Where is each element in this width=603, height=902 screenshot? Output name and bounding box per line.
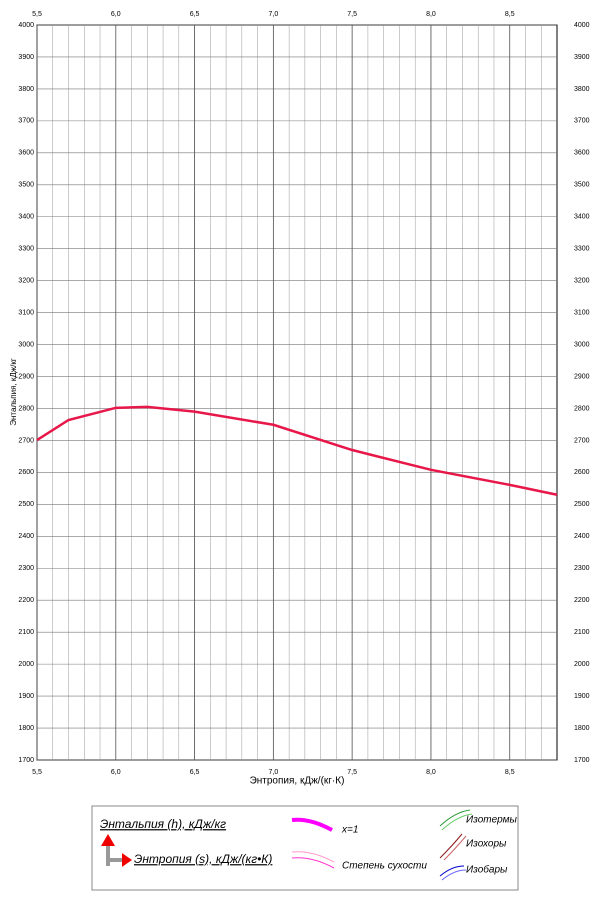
legend-swatch (291, 851, 335, 863)
legend-swatch (439, 809, 471, 827)
y-tick-label: 3400 (18, 214, 34, 221)
legend-swatch (291, 817, 333, 832)
y-tick-label-right: 2800 (574, 405, 590, 412)
x-tick-label: 7,5 (347, 769, 357, 776)
y-tick-label-right: 3200 (574, 277, 590, 284)
y-tick-label: 1700 (18, 757, 34, 764)
x-tick-label: 6,5 (190, 769, 200, 776)
y-axis-label: Энтальпия, кДж/кг (9, 358, 18, 426)
y-tick-label: 4000 (18, 22, 34, 29)
y-tick-label-right: 2500 (574, 501, 590, 508)
y-tick-label-right: 3400 (574, 214, 590, 221)
y-tick-label-right: 2000 (574, 661, 590, 668)
x-tick-label-top: 8,5 (505, 11, 515, 18)
legend-label: Изохоры (466, 839, 507, 850)
x-tick-label: 6,0 (111, 769, 121, 776)
legend-swatch (439, 865, 465, 877)
x-tick-label: 8,5 (505, 769, 515, 776)
y-tick-label: 2400 (18, 533, 34, 540)
y-tick-label-right: 1700 (574, 757, 590, 764)
x-tick-label-top: 5,5 (32, 11, 42, 18)
plot-area (36, 24, 558, 761)
x-axis-label: Энтропия, кДж/(кг·К) (250, 776, 345, 787)
legend-label: Энтальпия (h), кДж/кг (100, 817, 226, 831)
y-tick-label-right: 1800 (574, 725, 590, 732)
y-tick-label: 3200 (18, 277, 34, 284)
y-tick-label: 3700 (18, 118, 34, 125)
y-tick-label: 3800 (18, 86, 34, 93)
y-tick-label-right: 3100 (574, 309, 590, 316)
y-tick-label: 2700 (18, 437, 34, 444)
legend-swatch (441, 813, 473, 831)
legend-label: Изобары (466, 864, 508, 876)
x-tick-label-top: 8,0 (426, 11, 436, 18)
y-tick-label-right: 2400 (574, 533, 590, 540)
y-tick-label-right: 3700 (574, 118, 590, 125)
legend-label: Энтропия (s), кДж/(кг•К) (134, 852, 272, 866)
y-tick-label-right: 3000 (574, 341, 590, 348)
x-tick-label-top: 7,0 (268, 11, 278, 18)
legend-swatch (291, 857, 335, 869)
legend-label: x=1 (341, 825, 358, 836)
y-tick-label: 2800 (18, 405, 34, 412)
arrow-head (122, 853, 132, 867)
y-tick-label: 2500 (18, 501, 34, 508)
y-tick-label: 2300 (18, 565, 34, 572)
y-tick-label: 2900 (18, 373, 34, 380)
y-tick-label-right: 2100 (574, 629, 590, 636)
y-tick-label: 3000 (18, 341, 34, 348)
y-tick-label: 1800 (18, 725, 34, 732)
y-tick-label: 1900 (18, 693, 34, 700)
y-tick-label-right: 2200 (574, 597, 590, 604)
y-tick-label-right: 3600 (574, 150, 590, 157)
y-tick-label-right: 3300 (574, 246, 590, 253)
legend-label: Степень сухости (342, 861, 427, 872)
x-tick-label: 8,0 (426, 769, 436, 776)
y-tick-label-right: 2900 (574, 373, 590, 380)
y-tick-label: 3900 (18, 54, 34, 61)
legend-swatch (441, 869, 467, 881)
y-tick-label: 2000 (18, 661, 34, 668)
saturation-curve (36, 405, 558, 496)
y-tick-label: 2600 (18, 469, 34, 476)
x-tick-label: 5,5 (32, 769, 42, 776)
legend-swatch (439, 833, 463, 859)
y-tick-label-right: 3900 (574, 54, 590, 61)
y-tick-label: 3600 (18, 150, 34, 157)
arrow-head (101, 834, 115, 846)
y-tick-label-right: 2300 (574, 565, 590, 572)
y-tick-label: 3100 (18, 309, 34, 316)
y-tick-label-right: 3800 (574, 86, 590, 93)
x-tick-label-top: 6,5 (190, 11, 200, 18)
y-tick-label-right: 3500 (574, 182, 590, 189)
y-tick-label: 2200 (18, 597, 34, 604)
legend-label: Изотермы (466, 815, 517, 826)
x-tick-label-top: 7,5 (347, 11, 357, 18)
legend: Энтальпия (h), кДж/кг Энтропия (s), кДж/… (91, 805, 519, 891)
x-tick-label-top: 6,0 (111, 11, 121, 18)
legend-swatch (443, 835, 467, 861)
y-tick-label-right: 2600 (574, 469, 590, 476)
plot: 1700 1700 1800 1800 1900 1900 2000 2000 2100 2100… (18, 11, 589, 776)
y-tick-label-right: 4000 (574, 22, 590, 29)
y-tick-label: 3500 (18, 182, 34, 189)
y-tick-label-right: 1900 (574, 693, 590, 700)
y-tick-label: 3300 (18, 246, 34, 253)
y-tick-label-right: 2700 (574, 437, 590, 444)
y-tick-label: 2100 (18, 629, 34, 636)
x-tick-label: 7,0 (268, 769, 278, 776)
